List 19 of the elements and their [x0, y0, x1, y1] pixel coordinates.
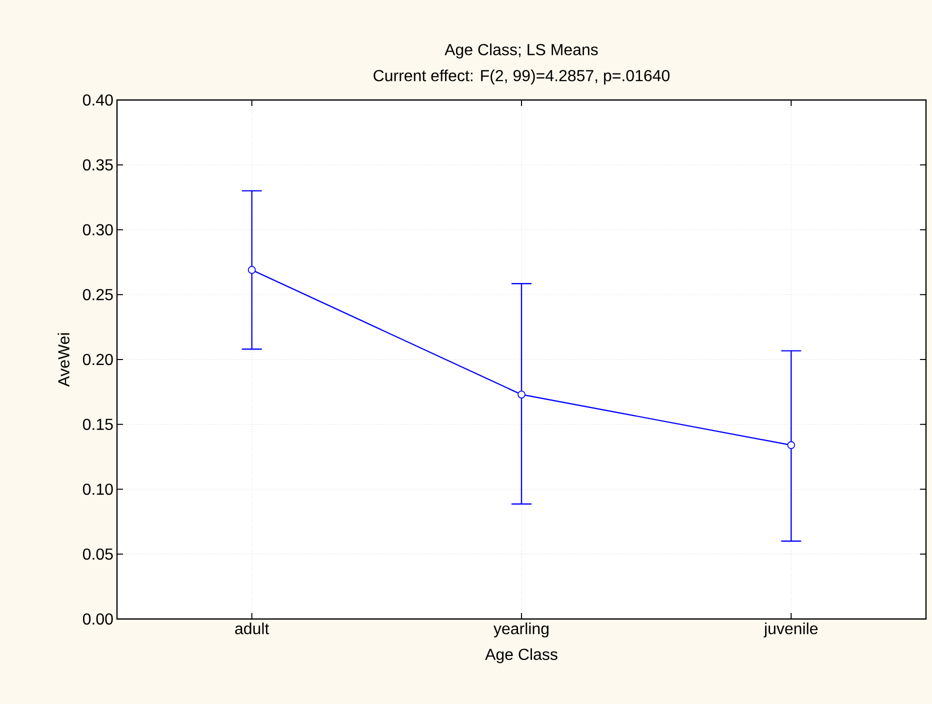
x-axis-title: Age Class [485, 648, 558, 664]
y-tick-label: 0.20 [82, 354, 113, 366]
x-tick-label: juvenile [764, 622, 818, 638]
y-tick-label: 0.15 [82, 418, 113, 430]
chart-subtitle: Current effect: F(2, 99)=4.2857, p=.01640 [374, 70, 670, 84]
chart-title: Age Class; LS Means [444, 44, 598, 58]
point [518, 390, 526, 398]
point [787, 441, 796, 450]
y-tick-label: 0.35 [82, 159, 113, 171]
point [248, 266, 256, 274]
x-tick-label: yearling [494, 622, 548, 638]
x-tick-label: adult [235, 622, 270, 634]
y-tick-label: 0.30 [82, 224, 113, 236]
y-tick-label: 0.40 [82, 94, 113, 106]
y-tick-label: 0.00 [82, 613, 113, 625]
y-tick-label: 0.05 [82, 548, 113, 560]
y-axis-title: AveWei [58, 333, 70, 387]
y-tick-label: 0.10 [82, 484, 113, 495]
y-tick-label: 0.25 [82, 288, 113, 300]
